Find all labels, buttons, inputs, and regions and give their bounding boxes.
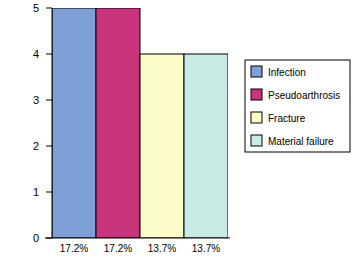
bar <box>52 8 96 238</box>
y-axis <box>52 8 53 238</box>
y-tick <box>46 192 52 193</box>
y-tick <box>46 100 52 101</box>
bar <box>140 54 184 238</box>
bar <box>96 8 140 238</box>
legend-swatch <box>251 112 262 123</box>
y-tick-label: 4 <box>33 48 39 60</box>
bar <box>184 54 228 238</box>
x-tick-label: 13.7% <box>148 243 176 254</box>
legend-label: Pseudoarthrosis <box>268 90 340 101</box>
x-tick-label: 13.7% <box>192 243 220 254</box>
y-tick <box>46 54 52 55</box>
y-tick <box>46 8 52 9</box>
legend-label: Infection <box>268 67 306 78</box>
x-tick-label: 17.2% <box>60 243 88 254</box>
y-tick-label: 3 <box>33 94 39 106</box>
y-tick-label: 2 <box>33 140 39 152</box>
chart: 0 1 2 3 4 5 17.2% 17.2% 13.7% 13.7% Infection Pseud… <box>0 0 353 260</box>
bars <box>52 8 228 238</box>
legend-swatch <box>251 135 262 146</box>
y-tick <box>46 238 52 239</box>
x-axis <box>45 238 230 239</box>
legend-label: Material failure <box>268 136 334 147</box>
y-tick-label: 1 <box>33 186 39 198</box>
legend-swatch <box>251 66 262 77</box>
legend-swatch <box>251 89 262 100</box>
y-tick-label: 0 <box>33 232 39 244</box>
x-tick-label: 17.2% <box>104 243 132 254</box>
y-tick-label: 5 <box>33 2 39 14</box>
legend-label: Fracture <box>268 113 306 124</box>
y-tick <box>46 146 52 147</box>
legend-box <box>245 60 350 152</box>
legend: Infection Pseudoarthrosis Fracture Material… <box>245 60 350 152</box>
